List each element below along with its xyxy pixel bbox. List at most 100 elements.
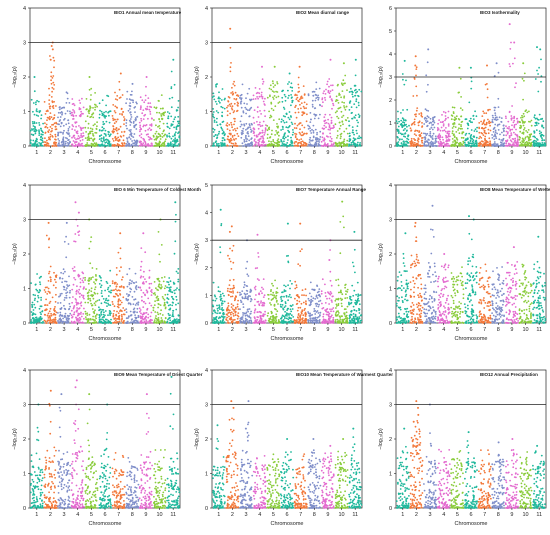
snp-peak-point [414, 64, 417, 67]
snp-point [118, 316, 120, 319]
snp-point [98, 129, 101, 131]
snp-point [163, 276, 166, 278]
snp-point [72, 140, 75, 142]
snp-point [426, 61, 429, 64]
snp-point [140, 133, 143, 136]
snp-point [236, 145, 239, 147]
snp-point [111, 138, 114, 140]
snp-point [31, 301, 34, 304]
snp-point [406, 145, 409, 147]
snp-point [51, 86, 54, 89]
snp-point [119, 144, 122, 147]
snp-point [82, 106, 85, 109]
snp-point [222, 132, 225, 135]
snp-point [106, 138, 108, 141]
snp-point [500, 144, 502, 147]
snp-peak-point [539, 48, 542, 51]
snp-point [253, 311, 256, 314]
snp-point [341, 121, 344, 123]
snp-point [465, 145, 467, 147]
snp-point [494, 106, 497, 109]
snp-point [94, 108, 96, 111]
snp-point [98, 306, 100, 309]
snp-point [96, 121, 98, 124]
snp-point [67, 138, 70, 141]
x-tick-label: 1 [217, 150, 220, 156]
snp-point [52, 107, 55, 109]
snp-point [344, 74, 347, 77]
snp-point [103, 132, 106, 135]
snp-point [138, 307, 141, 310]
snp-point [177, 302, 180, 305]
snp-point [424, 136, 427, 139]
snp-point [80, 110, 82, 113]
snp-point [78, 296, 81, 298]
snp-point [297, 111, 300, 114]
snp-peak-point [119, 72, 122, 75]
snp-point [72, 134, 75, 137]
snp-point [400, 142, 403, 145]
snp-point [237, 105, 239, 107]
snp-point [312, 131, 315, 134]
snp-point [235, 98, 238, 101]
x-tick-label: 7 [117, 150, 120, 156]
snp-point [358, 143, 361, 146]
snp-point [95, 128, 98, 131]
snp-point [162, 122, 165, 125]
snp-point [497, 106, 500, 108]
snp-point [221, 322, 224, 324]
snp-point [68, 142, 70, 145]
snp-point [41, 130, 43, 133]
snp-point [67, 315, 70, 318]
snp-point [488, 120, 491, 123]
snp-point [243, 102, 246, 105]
snp-point [296, 138, 298, 141]
snp-point [223, 138, 226, 141]
snp-point [295, 98, 298, 101]
snp-point [36, 273, 38, 275]
snp-point [105, 141, 108, 144]
snp-point [155, 137, 158, 140]
snp-point [106, 94, 108, 97]
snp-point [291, 123, 294, 125]
snp-point [272, 109, 275, 112]
snp-point [108, 121, 111, 124]
snp-point [518, 138, 521, 141]
x-tick-label: 11 [170, 150, 176, 156]
snp-point [114, 281, 117, 284]
snp-point [272, 139, 275, 141]
snp-point [62, 131, 64, 134]
snp-point [216, 117, 218, 120]
snp-point [121, 276, 124, 278]
snp-point [325, 126, 327, 129]
snp-point [509, 144, 511, 147]
snp-point [159, 260, 161, 263]
snp-point [98, 320, 101, 323]
snp-point [161, 296, 164, 298]
snp-point [477, 142, 480, 145]
snp-point [330, 137, 333, 140]
snp-point [297, 86, 300, 89]
snp-point [291, 101, 294, 104]
snp-point [73, 311, 76, 314]
snp-point [170, 106, 173, 109]
y-tick-label: 4 [23, 183, 26, 189]
snp-point [37, 296, 40, 299]
snp-point [458, 118, 461, 121]
snp-point [245, 128, 247, 131]
snp-point [212, 322, 214, 324]
snp-point [469, 117, 472, 120]
snp-point [519, 144, 521, 147]
snp-point [290, 121, 293, 124]
snp-point [270, 107, 273, 110]
snp-point [421, 122, 423, 124]
snp-point [73, 266, 76, 268]
snp-point [40, 318, 42, 321]
snp-point [34, 132, 37, 135]
snp-point [75, 138, 77, 141]
snp-point [71, 267, 74, 270]
snp-point [223, 294, 225, 297]
snp-point [150, 294, 153, 296]
snp-point [115, 127, 118, 130]
snp-point [74, 145, 77, 147]
